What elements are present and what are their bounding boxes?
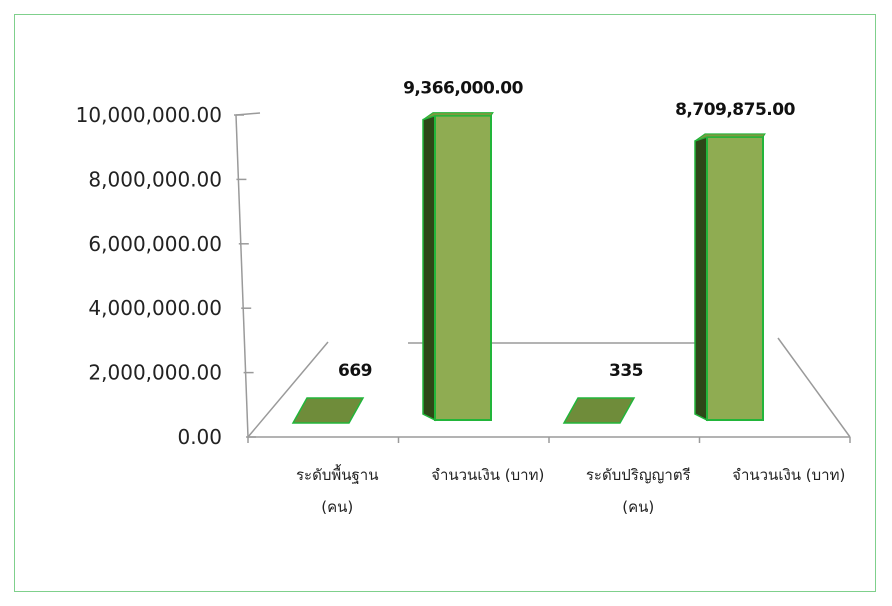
bar (291, 397, 365, 424)
floor-right-edge (777, 337, 851, 438)
data-label: 8,709,875.00 (675, 100, 796, 120)
y-axis-front (235, 114, 249, 438)
bar (434, 114, 492, 421)
y-tick-label: 0.00 (177, 425, 222, 449)
y-tick-label: 8,000,000.00 (88, 167, 222, 191)
bar (706, 135, 764, 421)
data-label: 9,366,000.00 (403, 79, 524, 99)
y-tick-label: 4,000,000.00 (88, 296, 222, 320)
data-label: 335 (609, 361, 643, 381)
x-tick-label: จำนวนเงิน (บาท) (431, 466, 544, 484)
x-tick-label: (คน) (321, 498, 353, 516)
bar (562, 397, 636, 424)
chart-axes (234, 112, 851, 443)
y-tick-label: 6,000,000.00 (88, 232, 222, 256)
chart-labels: 0.00 2,000,000.00 4,000,000.00 6,000,000.00… (76, 79, 846, 516)
bar-side (422, 114, 436, 422)
bar-side (694, 135, 708, 422)
x-tick-label: ระดับพื้นฐาน (296, 464, 378, 484)
x-tick-label: จำนวนเงิน (บาท) (732, 466, 845, 484)
y-tick-label: 10,000,000.00 (76, 103, 222, 127)
bar-top (422, 112, 494, 121)
data-label: 669 (338, 361, 372, 381)
bar-top (694, 133, 766, 142)
chart-bars (291, 112, 766, 424)
x-tick-label: ระดับปริญญาตรี (586, 466, 691, 484)
x-tick-label: (คน) (622, 498, 654, 516)
floor-left-edge (247, 341, 329, 438)
y-tick-label: 2,000,000.00 (88, 361, 222, 385)
